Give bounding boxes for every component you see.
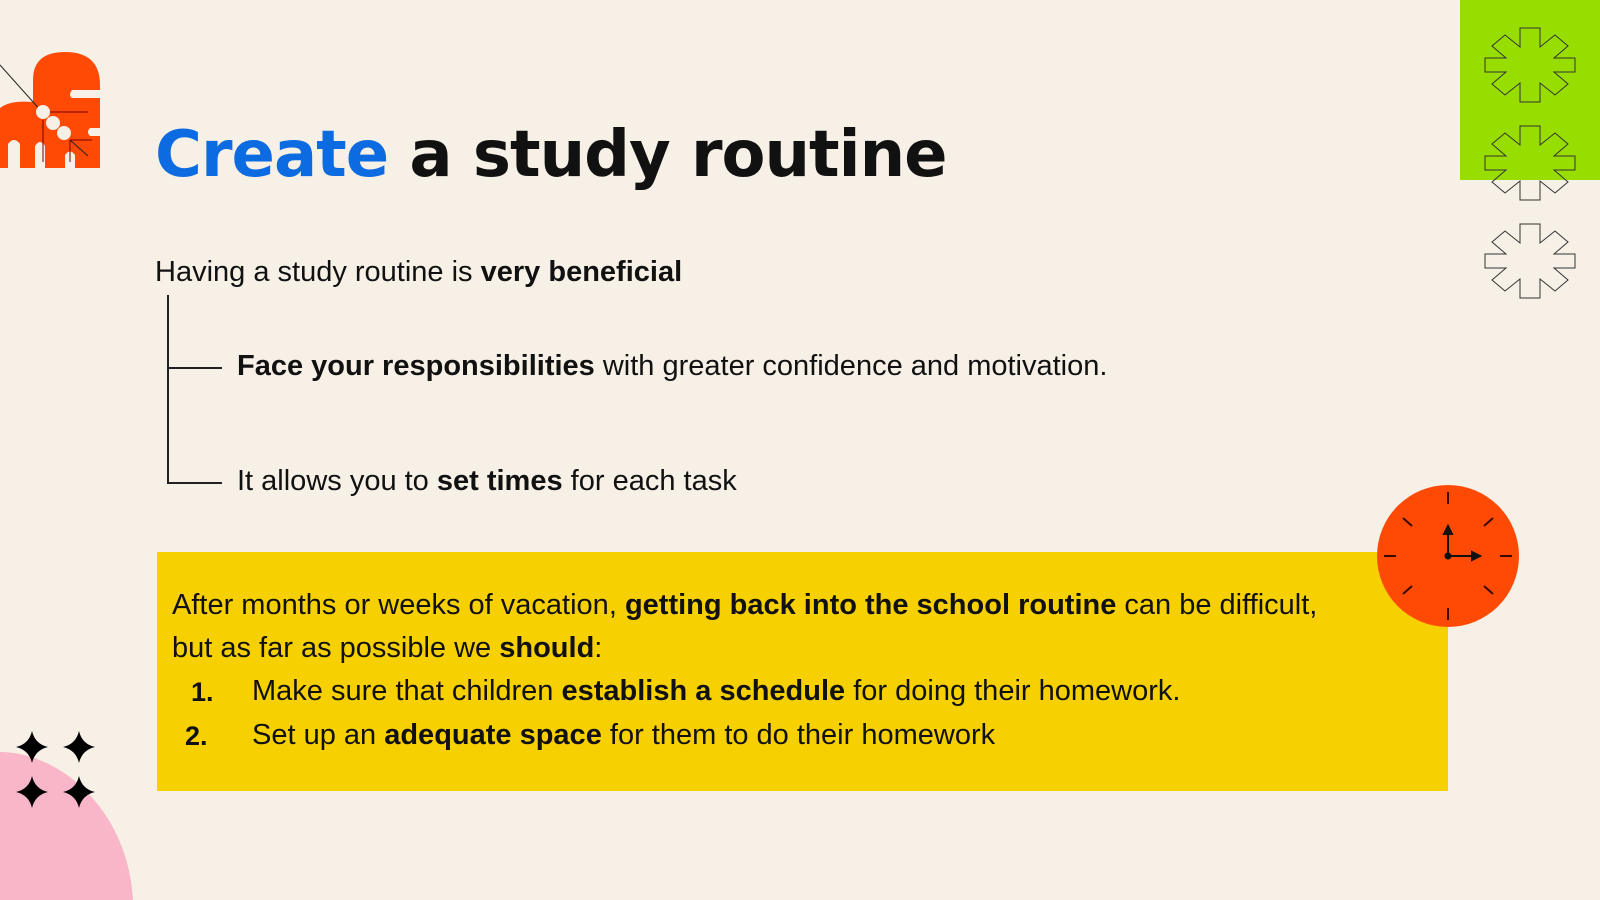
point-2: It allows you to set times for each task: [237, 465, 737, 497]
sparkles: [16, 731, 95, 808]
gear-icons: [1484, 27, 1576, 299]
list-item: Make sure that children establish a sche…: [252, 675, 1181, 707]
callout-line-1: After months or weeks of vacation, getti…: [172, 589, 1318, 621]
sparkle-icon: [16, 776, 48, 808]
tree-branch-line: [167, 367, 222, 369]
callout-line-2: but as far as possible we should:: [172, 632, 603, 664]
tree-vertical-line: [167, 295, 169, 484]
gear-outline-icon: [1484, 27, 1576, 103]
green-block: [1460, 0, 1600, 180]
sparkle-icon: [63, 731, 95, 763]
title-rest: a study routine: [388, 118, 947, 192]
title-accent: Create: [155, 118, 389, 192]
list-number: 1.: [191, 677, 214, 707]
sparkle-icon: [16, 731, 48, 763]
tree-branch-line: [167, 482, 222, 484]
point-1: Face your responsibilities with greater …: [237, 350, 1108, 382]
list-number: 2.: [185, 721, 208, 751]
gear-outline-icon: [1484, 125, 1576, 201]
page-title: Create a study routine: [155, 118, 948, 192]
abstract-orange-shape: [0, 52, 100, 168]
clock-icon: [1377, 485, 1519, 627]
sparkle-icon: [63, 776, 95, 808]
intro-text: Having a study routine is very beneficia…: [155, 256, 683, 288]
gear-outline-icon: [1484, 223, 1576, 299]
callout-box: After months or weeks of vacation, getti…: [157, 552, 1448, 791]
list-item: Set up an adequate space for them to do …: [252, 719, 996, 751]
